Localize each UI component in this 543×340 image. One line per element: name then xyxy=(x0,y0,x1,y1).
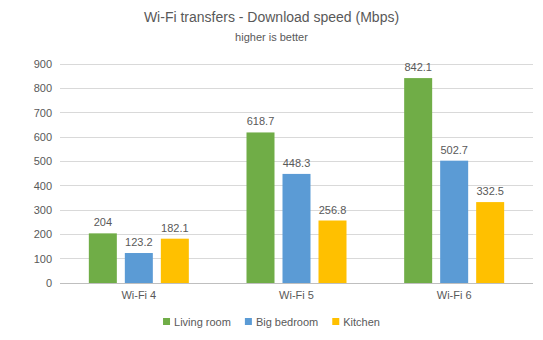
legend: Living room Big bedroom Kitchen xyxy=(163,316,380,328)
data-label: 256.8 xyxy=(319,204,347,216)
grid-line xyxy=(60,112,533,113)
legend-label: Big bedroom xyxy=(256,316,318,328)
y-tick-label: 600 xyxy=(34,131,52,143)
title: Wi-Fi transfers - Download speed (Mbps) xyxy=(144,9,399,25)
y-tick-label: 200 xyxy=(34,228,52,240)
grid xyxy=(60,64,533,283)
y-tick-label: 500 xyxy=(34,155,52,167)
bar xyxy=(319,221,347,283)
legend-label: Kitchen xyxy=(343,316,380,328)
subtitle: higher is better xyxy=(235,31,308,43)
y-tick-label: 100 xyxy=(34,253,52,265)
bar xyxy=(125,253,153,283)
data-label: 123.2 xyxy=(125,236,153,248)
bars xyxy=(89,78,504,283)
data-label: 182.1 xyxy=(161,222,189,234)
grid-line xyxy=(60,88,533,89)
background xyxy=(0,0,543,340)
chart-container: Wi-Fi transfers - Download speed (Mbps) h… xyxy=(0,0,543,340)
legend-swatch xyxy=(163,318,170,325)
data-label: 618.7 xyxy=(247,115,275,127)
grid-line xyxy=(60,64,533,65)
y-tick-label: 300 xyxy=(34,204,52,216)
bar xyxy=(404,78,432,283)
data-label: 204 xyxy=(94,216,112,228)
data-label: 448.3 xyxy=(283,157,311,169)
x-tick-label: Wi-Fi 6 xyxy=(437,289,472,301)
y-tick-label: 0 xyxy=(46,277,52,289)
y-tick-label: 800 xyxy=(34,82,52,94)
legend-label: Living room xyxy=(174,316,231,328)
chart-svg: Wi-Fi transfers - Download speed (Mbps) h… xyxy=(0,0,543,340)
data-label: 502.7 xyxy=(440,144,468,156)
legend-item: Living room xyxy=(163,316,231,328)
x-tick-label: Wi-Fi 5 xyxy=(279,289,314,301)
y-tick-label: 400 xyxy=(34,180,52,192)
bar xyxy=(161,239,189,283)
legend-swatch xyxy=(245,318,252,325)
bar xyxy=(283,174,311,283)
data-labels: 204 123.2 182.1 618.7 448.3 256.8 842.1 502.7 33… xyxy=(94,61,504,248)
data-label: 332.5 xyxy=(476,185,504,197)
legend-swatch xyxy=(332,318,339,325)
bar xyxy=(247,132,275,283)
legend-item: Big bedroom xyxy=(245,316,318,328)
bar xyxy=(89,233,117,283)
x-tick-label: Wi-Fi 4 xyxy=(121,289,156,301)
bar xyxy=(440,161,468,283)
bar xyxy=(476,202,504,283)
grid-line xyxy=(60,137,533,138)
legend-item: Kitchen xyxy=(332,316,380,328)
y-tick-label: 900 xyxy=(34,58,52,70)
data-label: 842.1 xyxy=(404,61,432,73)
y-tick-label: 700 xyxy=(34,107,52,119)
